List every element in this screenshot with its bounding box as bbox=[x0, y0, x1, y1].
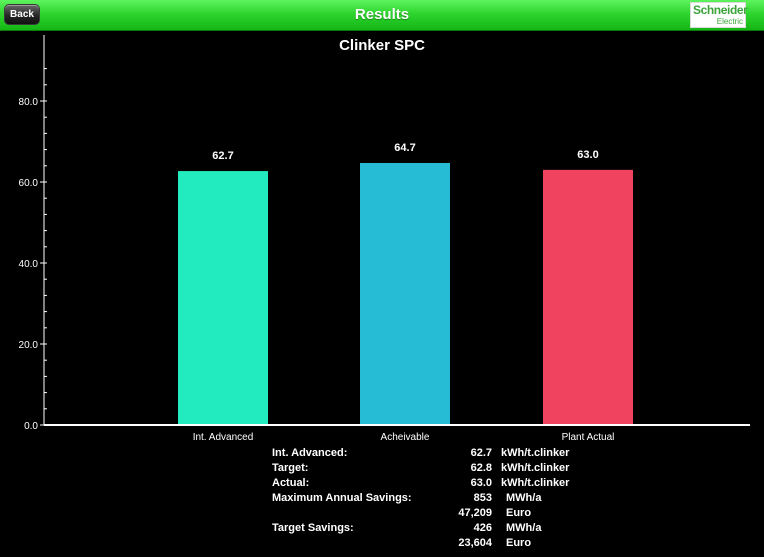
summary-value: 62.7 bbox=[470, 447, 492, 459]
bar-chart-svg: 0.0 20.0 40.0 60.0 80.0 62.7 Int. Advanced 64.7… bbox=[19, 35, 750, 443]
summary-value: 23,604 bbox=[458, 537, 492, 549]
summary-row: 23,604 Euro bbox=[0, 536, 764, 550]
summary-label: Maximum Annual Savings: bbox=[272, 492, 412, 504]
category-label: Acheivable bbox=[381, 432, 430, 443]
summary-row: Target: 62.8 kWh/t.clinker bbox=[0, 461, 764, 475]
summary-label: Actual: bbox=[272, 477, 310, 489]
y-tick-label: 80.0 bbox=[19, 97, 39, 108]
y-tick-label: 0.0 bbox=[24, 421, 38, 432]
logo-text-top: Schneider bbox=[693, 3, 748, 17]
category-label: Plant Actual bbox=[562, 432, 615, 443]
summary-row: Maximum Annual Savings: 853 MWh/a bbox=[0, 491, 764, 505]
schneider-electric-logo: Schneider Electric bbox=[690, 2, 748, 28]
summary-unit: kWh/t.clinker bbox=[501, 462, 570, 474]
summary-row: Target Savings: 426 MWh/a bbox=[0, 521, 764, 535]
data-label: 63.0 bbox=[577, 149, 598, 161]
summary-value: 47,209 bbox=[458, 507, 492, 519]
summary-unit: Euro bbox=[506, 537, 532, 549]
summary-row: 47,209 Euro bbox=[0, 506, 764, 520]
clinker-spc-chart: 0.0 20.0 40.0 60.0 80.0 62.7 Int. Advanced 64.7… bbox=[0, 31, 764, 450]
logo-text-bottom: Electric bbox=[716, 17, 743, 26]
summary-unit: MWh/a bbox=[506, 492, 542, 504]
summary-unit: MWh/a bbox=[506, 522, 542, 534]
summary-value: 426 bbox=[473, 522, 492, 534]
bar-2 bbox=[360, 162, 450, 425]
summary-row: Int. Advanced: 62.7 kWh/t.clinker bbox=[0, 446, 764, 460]
y-tick-label: 60.0 bbox=[19, 178, 39, 189]
summary-unit: Euro bbox=[506, 507, 532, 519]
y-tick-label: 20.0 bbox=[19, 340, 39, 351]
summary-row: Actual: 63.0 kWh/t.clinker bbox=[0, 476, 764, 490]
chart-title: Clinker SPC bbox=[339, 37, 425, 54]
y-tick-label: 40.0 bbox=[19, 259, 39, 270]
summary-value: 853 bbox=[473, 492, 492, 504]
summary-unit: kWh/t.clinker bbox=[501, 447, 570, 459]
summary-label: Target: bbox=[272, 462, 309, 474]
data-label: 62.7 bbox=[212, 150, 233, 162]
data-label: 64.7 bbox=[394, 142, 415, 154]
summary-label: Int. Advanced: bbox=[272, 447, 348, 459]
results-summary: Int. Advanced: 62.7 kWh/t.clinker Target: 62… bbox=[0, 446, 764, 557]
back-button[interactable]: Back bbox=[4, 4, 40, 25]
summary-label: Target Savings: bbox=[272, 522, 354, 534]
bar-1 bbox=[178, 171, 268, 425]
category-label: Int. Advanced bbox=[193, 432, 254, 443]
page-title: Results bbox=[354, 6, 410, 23]
summary-value: 62.8 bbox=[470, 462, 492, 474]
bar-3 bbox=[543, 169, 633, 425]
top-bar: Results Back Schneider Electric bbox=[0, 0, 764, 31]
summary-unit: kWh/t.clinker bbox=[501, 477, 570, 489]
summary-value: 63.0 bbox=[470, 477, 492, 489]
